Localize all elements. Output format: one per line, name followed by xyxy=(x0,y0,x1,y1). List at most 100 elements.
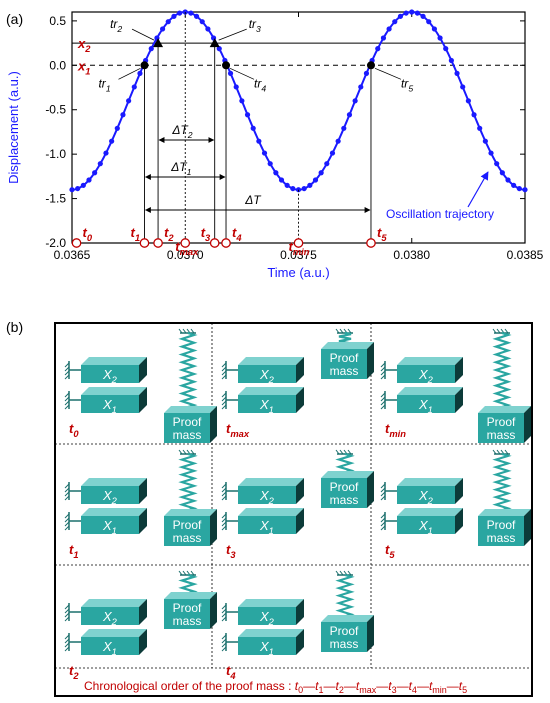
proof-mass-top xyxy=(478,509,531,516)
wall-hatch xyxy=(221,362,227,368)
spring-hatch xyxy=(178,570,183,576)
wall-hatch xyxy=(380,525,386,531)
cell-time-label: t1 xyxy=(69,542,79,560)
wall-hatch xyxy=(221,634,227,640)
wall-hatch xyxy=(221,612,227,618)
block-side xyxy=(455,387,463,413)
wall-hatch xyxy=(64,370,70,376)
block-label: X2 xyxy=(418,488,434,506)
wall-hatch xyxy=(64,517,70,523)
spring-hatch xyxy=(504,449,509,455)
curve-point xyxy=(307,182,313,188)
spring-hatch xyxy=(492,449,497,455)
block-top xyxy=(397,387,463,395)
curve-point xyxy=(409,9,415,15)
proof-mass-front xyxy=(321,349,367,379)
time-marker-t1 xyxy=(139,238,150,248)
proof-mass-side xyxy=(210,509,217,546)
tr4-leader xyxy=(229,67,255,80)
wall-hatch xyxy=(221,642,227,648)
block-side xyxy=(296,387,304,413)
block-top xyxy=(238,478,304,486)
wall-hatch xyxy=(221,404,227,410)
x-tick-label: 0.0370 xyxy=(167,248,204,262)
tr2-label: tr2 xyxy=(110,17,122,34)
block-label: X1 xyxy=(259,518,274,536)
proof-mass-top xyxy=(164,592,217,599)
proof-mass-label: mass xyxy=(173,531,202,545)
block-front xyxy=(81,516,139,534)
curve-point xyxy=(239,98,245,104)
spring-hatch xyxy=(339,328,344,334)
block-top xyxy=(397,508,463,516)
block-label: X1 xyxy=(102,518,117,536)
proof-mass-label: Proof xyxy=(330,351,359,365)
curve-point xyxy=(363,70,370,76)
time-marker-tmin xyxy=(293,238,304,248)
wall-hatch xyxy=(221,616,227,622)
wall-hatch xyxy=(64,513,70,519)
curve-point xyxy=(511,182,517,188)
block-top xyxy=(238,629,304,637)
block-front xyxy=(238,486,296,504)
x-tick-label: 0.0365 xyxy=(54,248,91,262)
proof-mass-label: mass xyxy=(330,493,359,507)
wall-hatch xyxy=(380,517,386,523)
curve-point xyxy=(114,125,120,131)
x2-crossing-marker xyxy=(153,38,164,48)
block-front xyxy=(238,395,296,413)
curve-point xyxy=(205,26,211,32)
wall-hatch xyxy=(64,495,70,501)
block-front xyxy=(81,395,139,413)
curve-point xyxy=(460,84,466,90)
wall-hatch xyxy=(64,396,70,402)
displacement-plot: 0.0365 0.0370 0.0375 0.0380 0.0385 0.5 0.0 -0.5… xyxy=(6,9,544,280)
wall-hatch xyxy=(64,400,70,406)
wall-hatch xyxy=(64,604,70,610)
proof-mass-label: mass xyxy=(487,428,516,442)
proof-mass-label: mass xyxy=(173,614,202,628)
curve-point xyxy=(386,26,392,32)
proof-mass-label: Proof xyxy=(487,415,516,429)
block-top xyxy=(238,357,304,365)
block-label: X2 xyxy=(102,488,118,506)
tr2-leader xyxy=(131,28,155,41)
block-top xyxy=(81,629,147,637)
proof-mass-front xyxy=(478,413,524,443)
cell-time-label: t0 xyxy=(69,421,79,439)
time-marker-t3 xyxy=(209,238,220,248)
wall-hatch xyxy=(380,483,386,489)
time-label-t3: t3 xyxy=(201,225,211,243)
x1-crossing-marker xyxy=(366,61,375,70)
y-tick-label: -1.5 xyxy=(45,192,66,206)
curve-point xyxy=(188,10,194,16)
delta-t1-label: ΔT1 xyxy=(170,160,191,177)
wall-hatch xyxy=(380,400,386,406)
wall-hatch xyxy=(64,634,70,640)
wall-hatch xyxy=(221,400,227,406)
proof-mass-side xyxy=(524,406,531,443)
spring-hatch xyxy=(182,570,187,576)
spring-hatch xyxy=(347,449,352,455)
curve-point xyxy=(261,150,268,156)
spring-coil xyxy=(492,452,512,516)
time-marker-t2 xyxy=(153,238,163,248)
time-marker-t4 xyxy=(221,238,231,248)
wall-hatch xyxy=(380,513,386,519)
block-front xyxy=(238,516,296,534)
wall-hatch xyxy=(64,491,70,497)
wall-hatch xyxy=(64,392,70,398)
spring-hatch xyxy=(496,449,501,455)
proof-mass-front xyxy=(164,599,210,629)
curve-point xyxy=(244,112,251,118)
wall-hatch xyxy=(64,366,70,372)
tr5-leader xyxy=(374,67,402,80)
oscillation-curve xyxy=(71,10,526,191)
wall-hatch xyxy=(64,612,70,618)
